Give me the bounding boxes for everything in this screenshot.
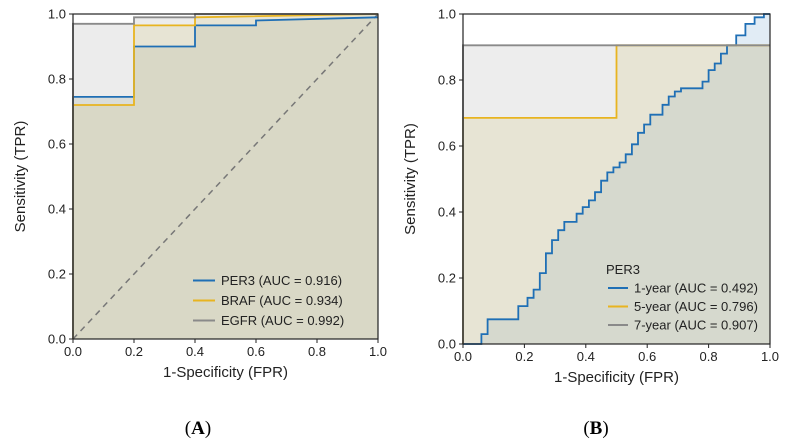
panel-a-ylabel: Sensitivity (TPR)	[12, 121, 29, 233]
panel-a-diagonal-reference	[72, 13, 379, 340]
panel-a-ytick-label: 0.8	[48, 72, 66, 87]
panel-b-xtick-label: 0.8	[700, 349, 718, 364]
panel-a-legend-label-egfr: EGFR (AUC = 0.992)	[221, 313, 344, 328]
panel-b-xlabel: 1-Specificity (FPR)	[554, 369, 679, 386]
panel-a-legend-label-braf: BRAF (AUC = 0.934)	[221, 293, 343, 308]
panel-b-legend-title: PER3	[606, 262, 640, 277]
panel-a-xtick-label: 0.4	[186, 344, 204, 359]
panel-b-area-5-year	[463, 45, 770, 345]
panel-a-ytick-label: 0.4	[48, 202, 66, 217]
panel-a-chart: 0.0 0.2 0.4 0.6 0.8 1.0 0.0 0.2 0.4 0.6 0.8 1.0 1-Sp…	[12, 7, 387, 382]
panel-b-xtick-label: 0.4	[577, 349, 595, 364]
panel-b-xtick-label: 0.2	[515, 349, 533, 364]
panel-b-line-1-year	[463, 13, 770, 345]
panel-a-xtick-label: 0.6	[247, 344, 265, 359]
panel-a-legend-label-per3: PER3 (AUC = 0.916)	[221, 273, 342, 288]
panel-a-line-per3	[72, 16, 379, 339]
panel-b-ytick-label: 0.2	[438, 271, 456, 286]
panel-b-axes-frame	[462, 13, 771, 345]
panel-b-legend-label-1-year: 1-year (AUC = 0.492)	[634, 281, 758, 296]
panel-b-xtick-label: 0.0	[454, 349, 472, 364]
panel-b-ytick-label: 0.8	[438, 73, 456, 88]
panel-a-axes-frame	[72, 13, 379, 340]
panel-a-xtick-label: 0.2	[125, 344, 143, 359]
panel-b-ytick-label: 1.0	[438, 7, 456, 22]
panel-b-ytick-label: 0.6	[438, 139, 456, 154]
panel-b-ytick-label: 0.0	[438, 337, 456, 352]
panel-a-xtick-label: 0.8	[308, 344, 326, 359]
panel-b-area-7-year	[463, 45, 770, 345]
panel-a-ytick-label: 0.6	[48, 137, 66, 152]
panel-b-area-1-year	[463, 14, 770, 344]
panel-b-ylabel: Sensitivity (TPR)	[402, 123, 419, 235]
panel-a-ytick-label: 0.2	[48, 267, 66, 282]
panel-b-legend-label-5-year: 5-year (AUC = 0.796)	[634, 299, 758, 314]
panel-b-xtick-label: 1.0	[761, 349, 779, 364]
panel-a-xtick-label: 0.0	[64, 344, 82, 359]
panel-a-ytick-label: 1.0	[48, 7, 66, 22]
panel-a-label: (A)	[185, 418, 211, 439]
panel-a-xlabel: 1-Specificity (FPR)	[163, 364, 288, 381]
panel-b-xtick-label: 0.6	[638, 349, 656, 364]
panel-b-ytick-label: 0.4	[438, 205, 456, 220]
panel-a-xtick-label: 1.0	[369, 344, 387, 359]
panel-b-legend-label-7-year: 7-year (AUC = 0.907)	[634, 318, 758, 333]
panel-b-label: (B)	[583, 418, 608, 439]
panel-a-ytick-label: 0.0	[48, 332, 66, 347]
panel-b-chart: 0.0 0.2 0.4 0.6 0.8 1.0 0.0 0.2 0.4 0.6 0.8 1.0 1-Sp…	[402, 7, 779, 387]
